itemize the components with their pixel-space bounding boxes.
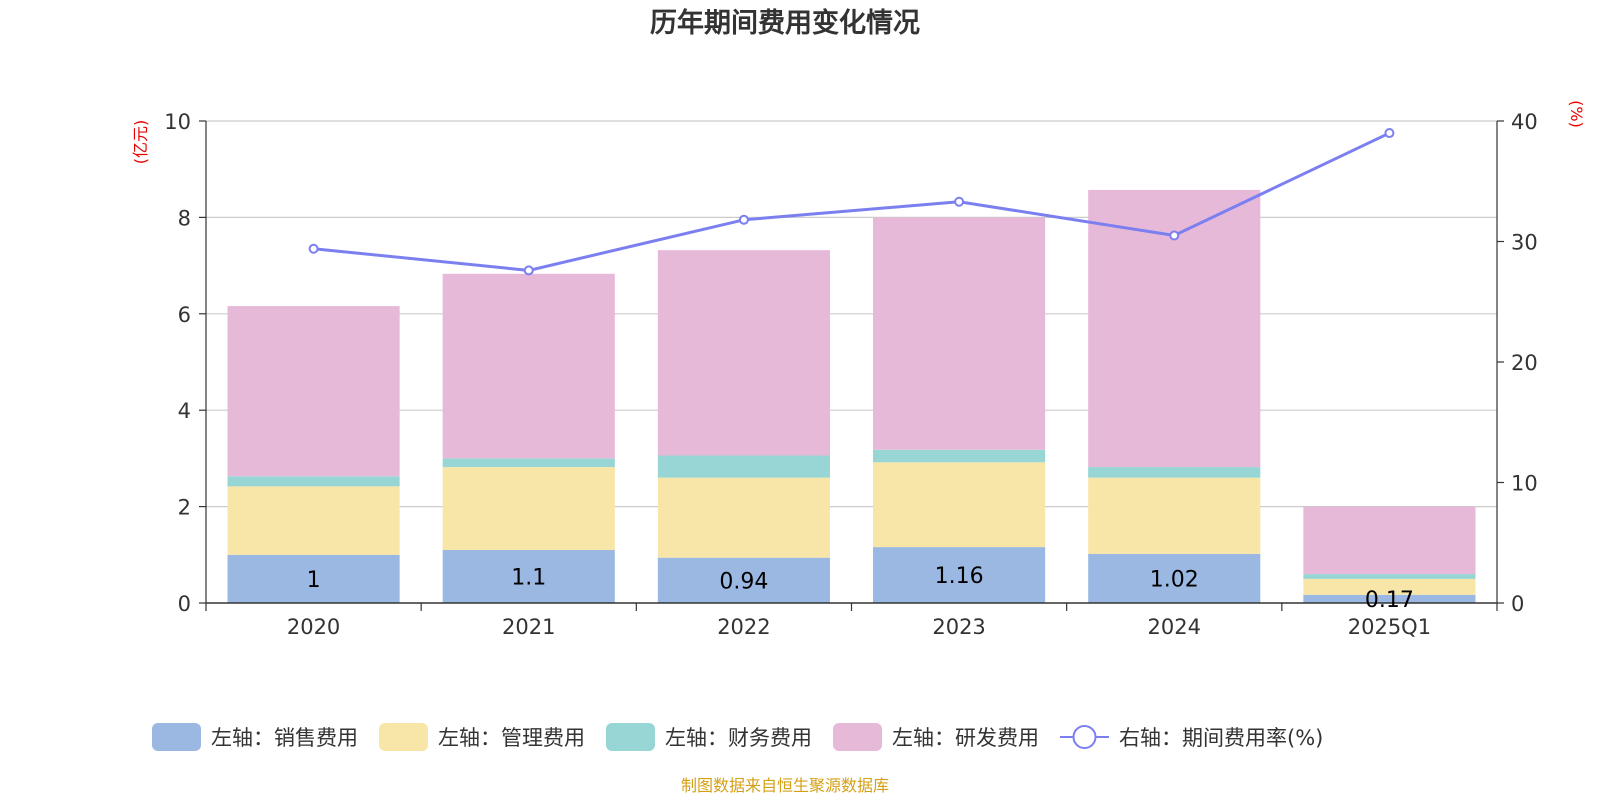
x-axis-tick-label: 2020 bbox=[287, 615, 340, 639]
bar-segment-1 bbox=[873, 462, 1046, 548]
bar-segment-3 bbox=[873, 217, 1046, 450]
bar-value-label: 1 bbox=[307, 568, 321, 593]
right-axis-tick-label: 40 bbox=[1511, 110, 1538, 134]
bar-segment-2 bbox=[1303, 574, 1476, 579]
right-axis-tick-label: 0 bbox=[1511, 592, 1524, 616]
bar-segment-0 bbox=[1088, 553, 1261, 603]
legend-marker bbox=[1072, 725, 1097, 749]
bar-series bbox=[227, 189, 1476, 603]
legend-label: 右轴：期间费用率(%) bbox=[1119, 726, 1323, 750]
bar-segment-3 bbox=[227, 306, 400, 477]
rate-point bbox=[1384, 128, 1395, 139]
bar-segment-3 bbox=[657, 250, 830, 456]
left-axis-tick-label: 6 bbox=[178, 303, 191, 327]
left-axis-tick-label: 8 bbox=[178, 206, 191, 230]
bar-segment-0 bbox=[442, 549, 615, 603]
legend-label: 左轴：管理费用 bbox=[438, 726, 585, 750]
legend-label: 左轴：财务费用 bbox=[665, 726, 812, 750]
bar-segment-1 bbox=[1303, 578, 1476, 595]
legend-swatch bbox=[606, 723, 655, 751]
legend-label: 左轴：销售费用 bbox=[211, 726, 358, 750]
x-axis-tick-label: 2023 bbox=[932, 615, 985, 639]
right-axis-tick-label: 30 bbox=[1511, 231, 1538, 255]
rate-point bbox=[308, 243, 319, 254]
right-axis-unit: (%) bbox=[1567, 100, 1586, 128]
bar-segment-1 bbox=[657, 477, 830, 558]
x-axis-tick-label: 2025Q1 bbox=[1348, 615, 1431, 639]
bar-value-label: 0.17 bbox=[1365, 588, 1414, 613]
legend-swatch bbox=[152, 723, 201, 751]
legend-label: 左轴：研发费用 bbox=[892, 726, 1039, 750]
bar-segment-2 bbox=[1088, 467, 1261, 478]
line-series bbox=[308, 128, 1395, 276]
rate-point bbox=[738, 214, 749, 225]
rate-point bbox=[954, 196, 965, 207]
bar-value-labels: 1 1.1 0.94 1.16 1.02 0.17 bbox=[307, 564, 1414, 613]
bar-segment-3 bbox=[1303, 506, 1476, 575]
legend-swatch bbox=[833, 723, 882, 751]
bar-value-label: 0.94 bbox=[719, 569, 768, 594]
bar-segment-1 bbox=[442, 467, 615, 550]
legend: 左轴：销售费用 左轴：管理费用 左轴：财务费用 左轴：研发费用 右轴：期间费用率(%) bbox=[152, 723, 1323, 751]
x-axis-tick-label: 2024 bbox=[1148, 615, 1201, 639]
axes: 0 2 4 6 8 10 0 10 20 30 40 2020 2021 2022 2023 2024 2025… bbox=[164, 110, 1537, 639]
right-axis-tick-label: 20 bbox=[1511, 351, 1538, 375]
bar-segment-3 bbox=[442, 273, 615, 459]
rate-line bbox=[313, 131, 1391, 272]
bar-segment-0 bbox=[657, 557, 830, 603]
chart-title: 历年期间费用变化情况 bbox=[650, 7, 920, 39]
source-note: 制图数据来自恒生聚源数据库 bbox=[681, 776, 889, 795]
bar-segment-0 bbox=[227, 554, 400, 603]
bar-segment-0 bbox=[873, 547, 1046, 603]
left-axis-tick-label: 0 bbox=[178, 592, 191, 616]
left-axis-tick-label: 10 bbox=[164, 110, 191, 134]
left-axis-unit: (亿元) bbox=[131, 120, 150, 165]
bar-segment-2 bbox=[657, 455, 830, 478]
bar-segment-2 bbox=[442, 458, 615, 468]
bar-value-label: 1.1 bbox=[511, 565, 546, 590]
legend-swatch bbox=[379, 723, 428, 751]
gridlines bbox=[206, 120, 1497, 508]
bar-value-label: 1.02 bbox=[1150, 567, 1199, 592]
left-axis-tick-label: 2 bbox=[178, 496, 191, 520]
bar-segment-1 bbox=[227, 486, 400, 555]
bar-segment-2 bbox=[873, 449, 1046, 463]
x-axis-tick-label: 2021 bbox=[502, 615, 555, 639]
right-axis-tick-label: 10 bbox=[1511, 472, 1538, 496]
bar-segment-0 bbox=[1303, 594, 1476, 603]
rate-point bbox=[1169, 230, 1180, 241]
bar-segment-2 bbox=[227, 476, 400, 487]
bar-segment-1 bbox=[1088, 477, 1261, 554]
left-axis-tick-label: 4 bbox=[178, 399, 191, 423]
x-axis-tick-label: 2022 bbox=[717, 615, 770, 639]
rate-point bbox=[523, 265, 534, 276]
bar-value-label: 1.16 bbox=[935, 564, 984, 589]
